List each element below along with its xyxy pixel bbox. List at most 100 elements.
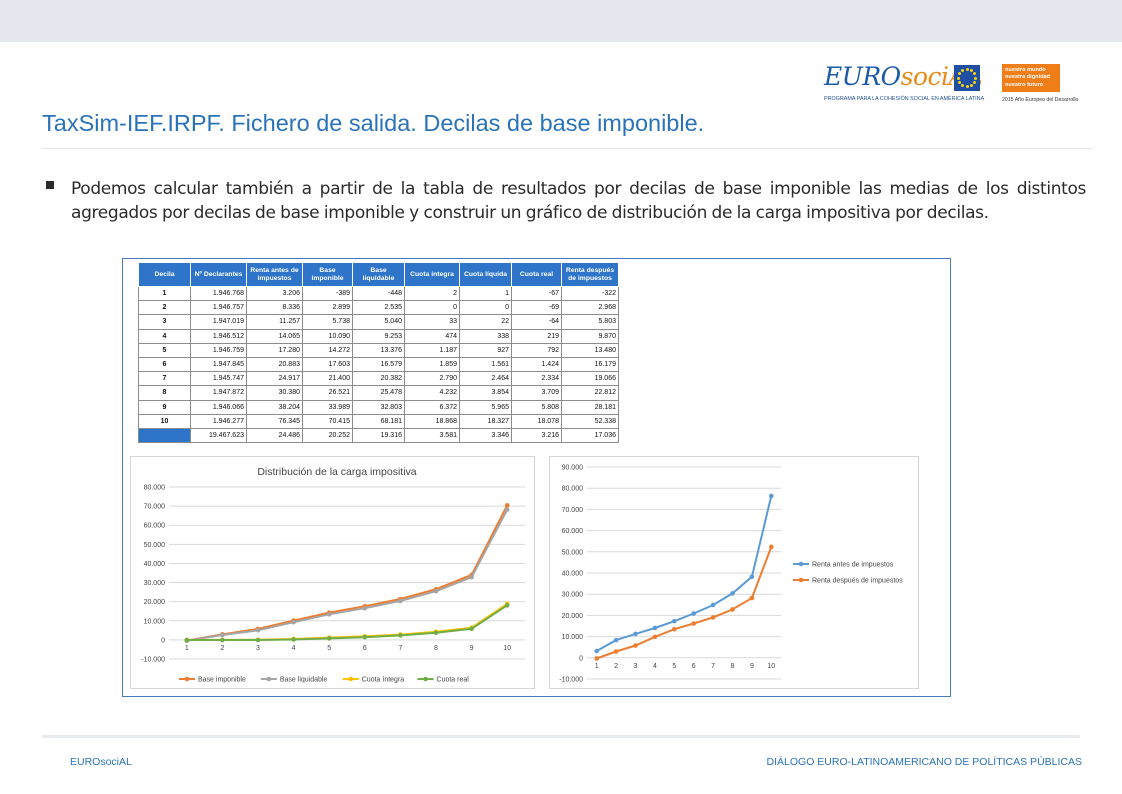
legend-label: Cuota real [437, 677, 470, 684]
table-cell: 1.945.747 [190, 371, 247, 387]
data-point [691, 611, 696, 616]
chart-title: Distribución de la carga impositiva [257, 466, 416, 478]
table-cell: 5.803 [561, 314, 619, 330]
table-cell: -67 [511, 285, 562, 302]
y-tick-label: 20.000 [562, 613, 584, 620]
table-cell: 76.345 [246, 413, 303, 429]
logo-line-3: nuestro futuro [1005, 81, 1044, 88]
table-cell: 13.376 [352, 342, 405, 358]
x-tick-label: 3 [256, 645, 260, 652]
table-row: 2 1.946.757 8.336 2.899 2.535 0 0 -69 2.968 [138, 300, 619, 316]
table-cell: 21.400 [302, 371, 353, 387]
table-cell: 6.372 [404, 399, 460, 415]
decile-cell: 4 [138, 328, 191, 344]
x-tick-label: 4 [653, 663, 657, 670]
table-cell: 474 [404, 328, 460, 344]
table-cell: 2.899 [302, 300, 353, 316]
y-tick-label: 80.000 [144, 485, 166, 492]
x-tick-label: 7 [711, 663, 715, 670]
table-cell: 3.346 [459, 427, 512, 444]
table-cell: -64 [511, 314, 562, 330]
series-line [186, 604, 508, 641]
bullet-text: Podemos calcular también a partir de la … [71, 179, 1086, 223]
table-cell: -322 [561, 285, 619, 302]
data-point [594, 648, 599, 654]
table-cell: 2.535 [352, 300, 405, 316]
eu-flag-icon [954, 65, 980, 91]
x-tick-label: 4 [292, 645, 296, 652]
data-point [613, 649, 619, 654]
table-cell: 9.253 [352, 328, 405, 344]
table-cell: 5.808 [511, 399, 562, 415]
data-point [769, 493, 774, 499]
logo-line-1: nuestro mundo [1005, 67, 1046, 73]
table-header-cell: Cuota real [511, 262, 562, 287]
table-cell: 3.709 [511, 385, 562, 401]
table-cell: 70.415 [302, 413, 353, 429]
data-point [672, 618, 677, 624]
table-cell: 3.206 [246, 285, 303, 302]
table-cell: 3.581 [404, 427, 460, 444]
logo-year-text: 2015 Año Europeo del Desarrollo [1002, 97, 1079, 103]
logo-line-2: nuestra dignidad [1005, 74, 1051, 81]
legend-marker [798, 577, 804, 583]
table-cell: -389 [302, 285, 353, 302]
table-header-cell: Decila [138, 262, 191, 287]
table-cell: 19.316 [352, 427, 405, 444]
table-cell: 18.078 [511, 413, 562, 429]
tax-burden-chart: -10.000 0 10.000 20.000 30.000 40.000 50.000 60… [130, 456, 535, 689]
y-tick-label: -10.000 [141, 657, 165, 664]
data-point [469, 574, 474, 580]
eu-star-icon [958, 72, 962, 76]
x-tick-label: 9 [470, 645, 474, 652]
table-cell: 18.868 [404, 413, 460, 429]
data-point [433, 630, 439, 636]
table-cell: 10.090 [302, 328, 353, 344]
eu-star-icon [972, 72, 976, 76]
table-header-cell: Cuota líquida [459, 262, 512, 287]
table-cell: 26.521 [302, 385, 353, 401]
table-cell: 1 [459, 285, 512, 302]
legend-label: Cuota íntegra [362, 677, 405, 684]
eu-star-icon [961, 69, 965, 73]
development-year-logo: nuestro mundo nuestra dignidad nuestro f… [1002, 64, 1078, 106]
y-tick-label: 30.000 [144, 580, 166, 587]
legend-label: Renta después de impuestos [812, 578, 903, 585]
table-cell: 16.179 [561, 356, 619, 373]
eu-star-icon [965, 85, 969, 88]
table-cell: 4.232 [404, 385, 460, 401]
title-divider [42, 148, 1092, 149]
data-point [291, 637, 296, 642]
decile-cell: 6 [138, 356, 191, 373]
table-cell: -448 [352, 285, 405, 302]
table-row: 7 1.945.747 24.917 21.400 20.382 2.790 2.464 2.… [138, 371, 619, 387]
table-cell: 2.464 [459, 371, 512, 387]
table-cell: 17.280 [246, 342, 303, 358]
table-cell: 338 [459, 328, 512, 344]
table-cell: 2.334 [511, 371, 562, 387]
table-cell: 52.338 [561, 413, 619, 429]
x-tick-label: 5 [327, 645, 331, 652]
bullet-square-icon [46, 181, 54, 189]
table-cell: 68.181 [352, 413, 405, 429]
table-cell: 0 [404, 300, 460, 316]
table-cell: 33.989 [302, 399, 353, 415]
legend-marker [798, 561, 804, 567]
y-tick-label: 10.000 [144, 618, 166, 625]
table-header-cell: Cuota íntegra [404, 262, 460, 287]
table-cell: 5.965 [459, 399, 512, 415]
table-header-cell: Renta antes de impuestos [246, 262, 303, 287]
table-row: 10 1.946.277 76.345 70.415 68.181 18.868 18.32… [138, 413, 619, 429]
x-tick-label: 7 [398, 645, 402, 652]
data-point [398, 598, 403, 604]
decile-cell: 1 [138, 285, 191, 302]
table-cell: 9.870 [561, 328, 619, 344]
table-cell: 20.382 [352, 371, 405, 387]
x-tick-label: 8 [434, 645, 438, 652]
y-tick-label: -10.000 [559, 677, 583, 684]
y-tick-label: 50.000 [144, 542, 166, 549]
table-cell: 30.380 [246, 385, 303, 401]
legend-marker [266, 676, 272, 682]
table-cell: 1.187 [404, 342, 460, 358]
table-cell: 1.947.845 [190, 356, 247, 373]
